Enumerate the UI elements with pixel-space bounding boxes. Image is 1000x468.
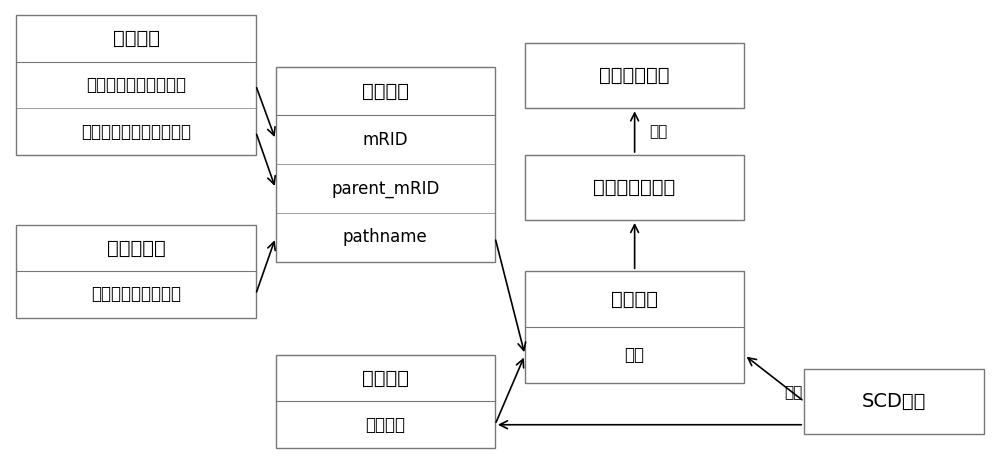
Text: parent_mRID: parent_mRID — [331, 180, 440, 197]
Text: 父实体对象的资源标识号: 父实体对象的资源标识号 — [81, 123, 191, 141]
Text: 实体对象的引用路径: 实体对象的引用路径 — [91, 285, 181, 303]
Text: 索引属性: 索引属性 — [362, 81, 409, 101]
Text: 数据交换模型: 数据交换模型 — [599, 66, 670, 85]
FancyBboxPatch shape — [525, 155, 744, 220]
Text: 提取: 提取 — [784, 385, 802, 400]
Text: 主站访问: 主站访问 — [113, 29, 160, 48]
FancyBboxPatch shape — [276, 66, 495, 262]
Text: SCD模型: SCD模型 — [862, 392, 926, 411]
FancyBboxPatch shape — [804, 369, 984, 434]
Text: 属性: 属性 — [625, 346, 645, 364]
Text: 变电站访问: 变电站访问 — [107, 239, 165, 257]
Text: 变电站数据模型: 变电站数据模型 — [594, 178, 676, 197]
FancyBboxPatch shape — [276, 355, 495, 448]
Text: mRID: mRID — [363, 131, 408, 149]
FancyBboxPatch shape — [16, 225, 256, 318]
Text: 实体对象: 实体对象 — [611, 290, 658, 308]
Text: 数据模板: 数据模板 — [365, 416, 405, 434]
FancyBboxPatch shape — [16, 15, 256, 155]
Text: 基本属性: 基本属性 — [362, 369, 409, 388]
Text: pathname: pathname — [343, 228, 428, 247]
Text: 裁剪: 裁剪 — [650, 124, 668, 139]
FancyBboxPatch shape — [525, 43, 744, 109]
FancyBboxPatch shape — [525, 271, 744, 383]
Text: 实体对象的资源标识号: 实体对象的资源标识号 — [86, 76, 186, 94]
